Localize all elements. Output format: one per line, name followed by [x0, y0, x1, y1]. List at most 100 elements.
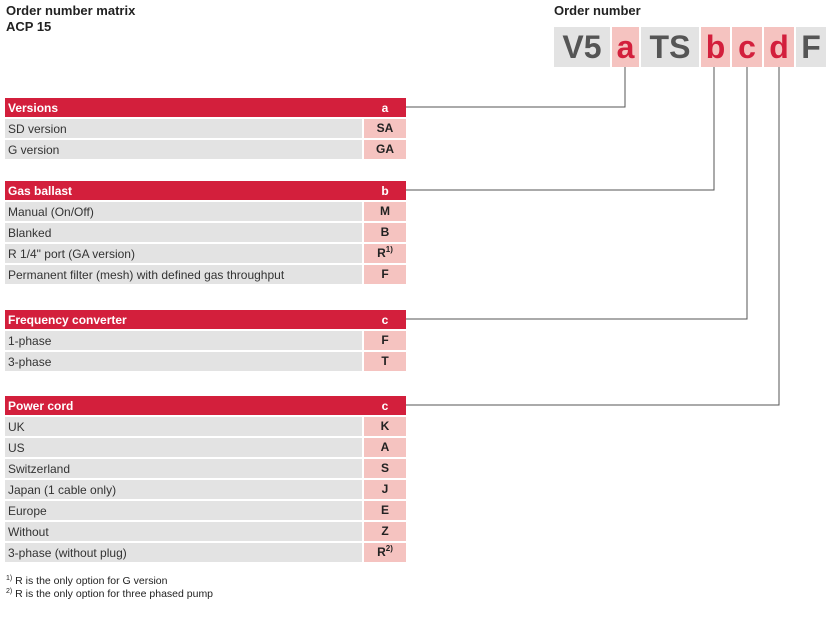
table-row: US A — [5, 438, 406, 459]
row-label: 1-phase — [8, 334, 52, 348]
row-code: SA — [364, 119, 406, 138]
row-code: Z — [364, 522, 406, 541]
row-label-cell: US — [5, 438, 362, 457]
page-title: Order number matrix — [6, 3, 136, 18]
table-row: Permanent filter (mesh) with defined gas… — [5, 265, 406, 286]
footnote-text: R is the only option for G version — [15, 575, 168, 587]
table-row: Blanked B — [5, 223, 406, 244]
row-code: S — [364, 459, 406, 478]
connector-c — [406, 67, 748, 320]
row-label: US — [8, 441, 25, 455]
row-code: R1) — [364, 244, 406, 263]
code-text: GA — [376, 142, 394, 156]
table-header: Versions a — [5, 98, 406, 119]
table-row: 3-phase (without plug) R2) — [5, 543, 406, 564]
row-label: 3-phase (without plug) — [8, 546, 127, 560]
order-segment-c: c — [732, 27, 762, 67]
footnote: 2) R is the only option for three phased… — [6, 588, 213, 601]
footnotes: 1) R is the only option for G version 2)… — [6, 575, 213, 601]
versions-table: Versions a SD version SA G version GA — [5, 98, 406, 161]
order-segment-b: b — [701, 27, 730, 67]
order-segment-a: a — [612, 27, 639, 67]
row-label: R 1/4" port (GA version) — [8, 247, 135, 261]
row-label: Permanent filter (mesh) with defined gas… — [8, 268, 285, 282]
row-label: SD version — [8, 122, 67, 136]
table-header-name: Frequency converter — [8, 313, 127, 327]
frequency-converter-table: Frequency converter c 1-phase F 3-phase … — [5, 310, 406, 373]
row-label-cell: 1-phase — [5, 331, 362, 350]
row-label-cell: R 1/4" port (GA version) — [5, 244, 362, 263]
table-row: G version GA — [5, 140, 406, 161]
code-text: F — [381, 267, 389, 281]
footnote: 1) R is the only option for G version — [6, 575, 213, 588]
table-header-name: Power cord — [8, 399, 74, 413]
row-label: Japan (1 cable only) — [8, 483, 117, 497]
code-text: A — [380, 440, 390, 454]
order-segment-d: d — [764, 27, 794, 67]
table-header-key: a — [381, 101, 389, 115]
table-row: SD version SA — [5, 119, 406, 140]
footnote-text: R is the only option for three phased pu… — [15, 588, 214, 600]
code-text: R — [377, 246, 386, 260]
order-segment-f: F — [796, 27, 826, 67]
table-header: Gas ballast b — [5, 181, 406, 202]
row-label-cell: 3-phase — [5, 352, 362, 371]
table-row: Europe E — [5, 501, 406, 522]
order-segment-v5: V5 — [554, 27, 610, 67]
table-row: UK K — [5, 417, 406, 438]
table-row: Japan (1 cable only) J — [5, 480, 406, 501]
row-code: J — [364, 480, 406, 499]
footnote-marker: 2) — [385, 544, 393, 553]
code-text: S — [380, 461, 389, 475]
code-text: Z — [381, 524, 389, 538]
code-text: J — [381, 482, 389, 496]
power-cord-table: Power cord c UK K US A Switzerland S Jap… — [5, 396, 406, 564]
code-text: SA — [376, 121, 394, 135]
row-label-cell: G version — [5, 140, 362, 159]
row-code: R2) — [364, 543, 406, 562]
table-header: Power cord c — [5, 396, 406, 417]
table-header-key: b — [381, 184, 389, 198]
row-label-cell: Japan (1 cable only) — [5, 480, 362, 499]
row-label: Europe — [8, 504, 47, 518]
table-header-name: Gas ballast — [8, 184, 73, 198]
code-text: K — [380, 419, 390, 433]
row-label: 3-phase — [8, 355, 52, 369]
row-code: F — [364, 265, 406, 284]
row-label: G version — [8, 143, 60, 157]
row-label: UK — [8, 420, 25, 434]
table-row: 3-phase T — [5, 352, 406, 373]
order-segment-ts: TS — [641, 27, 699, 67]
row-label: Switzerland — [8, 462, 71, 476]
table-header-key: c — [381, 399, 389, 413]
footnote-marker: 1) — [385, 245, 393, 254]
table-row: R 1/4" port (GA version) R1) — [5, 244, 406, 265]
code-text: E — [380, 503, 389, 517]
page-subtitle: ACP 15 — [6, 19, 52, 34]
row-label-cell: Without — [5, 522, 362, 541]
gas-ballast-table: Gas ballast b Manual (On/Off) M Blanked … — [5, 181, 406, 286]
row-code: F — [364, 331, 406, 350]
code-text: T — [381, 354, 389, 368]
table-row: Switzerland S — [5, 459, 406, 480]
connector-b — [406, 67, 715, 191]
table-header-key: c — [381, 313, 389, 327]
row-label-cell: UK — [5, 417, 362, 436]
row-label-cell: Blanked — [5, 223, 362, 242]
row-code: M — [364, 202, 406, 221]
footnote-mark: 2) — [6, 588, 13, 595]
code-text: F — [381, 333, 389, 347]
row-label-cell: Manual (On/Off) — [5, 202, 362, 221]
connector-a — [406, 67, 626, 108]
table-row: Manual (On/Off) M — [5, 202, 406, 223]
table-header: Frequency converter c — [5, 310, 406, 331]
order-number-label: Order number — [554, 3, 641, 18]
row-label-cell: SD version — [5, 119, 362, 138]
code-text: B — [380, 225, 390, 239]
row-code: GA — [364, 140, 406, 159]
row-label-cell: Permanent filter (mesh) with defined gas… — [5, 265, 362, 284]
row-label-cell: Switzerland — [5, 459, 362, 478]
table-row: Without Z — [5, 522, 406, 543]
row-code: E — [364, 501, 406, 520]
